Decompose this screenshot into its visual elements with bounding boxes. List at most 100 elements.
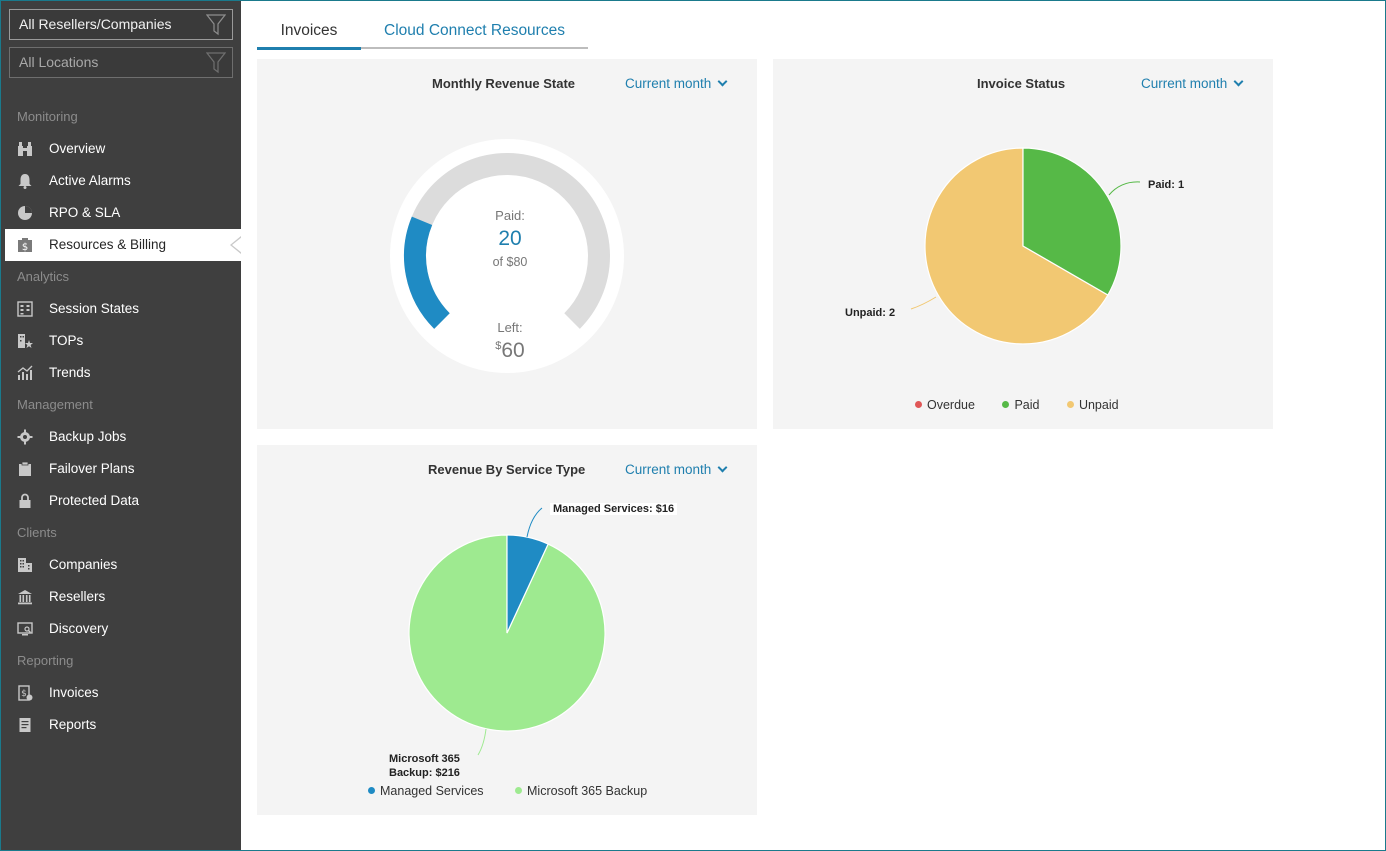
unpaid-leader-line <box>910 296 937 310</box>
sidebar-item-tops[interactable]: TOPs <box>0 325 241 357</box>
section-management: Management <box>17 397 93 412</box>
bell-icon <box>18 174 32 189</box>
legend-dot <box>1066 401 1074 408</box>
reseller-company-filter[interactable]: All Resellers/Companies <box>9 9 233 40</box>
invoice-status-slice-paid[interactable] <box>1022 147 1122 296</box>
left-currency: $ <box>495 340 502 352</box>
legend-label: Unpaid <box>1078 398 1119 412</box>
managed-leader-line <box>526 507 543 538</box>
report-icon <box>19 718 31 732</box>
sidebar-item-label: Failover Plans <box>49 461 135 476</box>
unpaid-slice-label: Unpaid: 2 <box>845 307 896 319</box>
legend-label: Managed Services <box>380 784 484 798</box>
buildings-icon <box>18 558 32 572</box>
monitor-search-icon <box>17 622 33 636</box>
building-star-icon <box>18 334 33 348</box>
binoculars-icon <box>18 142 32 156</box>
period-dropdown[interactable]: Current month <box>625 462 728 477</box>
sidebar-item-reports[interactable]: Reports <box>0 709 241 741</box>
gear-icon <box>17 429 33 445</box>
sidebar-item-protected-data[interactable]: Protected Data <box>0 485 241 517</box>
invoice-status-slice-unpaid[interactable] <box>924 147 1109 345</box>
panel-title: Invoice Status <box>977 76 1066 91</box>
sidebar-item-label: Resources & Billing <box>49 237 167 252</box>
period-dropdown-label: Current month <box>625 462 712 477</box>
sidebar-item-overview[interactable]: Overview <box>0 133 241 165</box>
legend-dot <box>515 787 523 794</box>
grid-icon <box>17 301 33 317</box>
sidebar-item-label: Companies <box>49 557 118 572</box>
m365-label-line1: Microsoft 365 <box>389 753 460 765</box>
section-analytics: Analytics <box>17 269 70 284</box>
sidebar-item-label: Backup Jobs <box>49 429 127 444</box>
tab-invoices[interactable]: Invoices <box>257 22 361 50</box>
revenue-service-slice-managed-services[interactable] <box>506 534 549 634</box>
sidebar-item-failover-plans[interactable]: Failover Plans <box>0 453 241 485</box>
tab-cloud-connect-resources[interactable]: Cloud Connect Resources <box>361 22 588 49</box>
sidebar-item-resellers[interactable]: Resellers <box>0 581 241 613</box>
billing-icon: $ <box>18 238 32 253</box>
revenue-by-service-panel: Revenue By Service Type Current month Ma… <box>257 445 757 815</box>
lock-icon <box>19 493 31 508</box>
monthly-revenue-panel: Monthly Revenue State Current month Paid… <box>257 59 757 429</box>
revenue-service-legend: Managed Services Microsoft 365 Backup <box>368 784 671 798</box>
sidebar-item-trends[interactable]: Trends <box>0 357 241 389</box>
sidebar-item-active-alarms[interactable]: Active Alarms <box>0 165 241 197</box>
section-monitoring: Monitoring <box>17 109 78 124</box>
clipboard-icon <box>19 461 31 476</box>
sidebar: All Resellers/Companies All Locations Mo… <box>0 0 242 851</box>
period-dropdown[interactable]: Current month <box>625 76 728 91</box>
legend-item-managed-services[interactable]: Managed Services <box>368 784 484 798</box>
invoice-status-pie <box>910 147 1141 345</box>
svg-text:$: $ <box>22 242 28 253</box>
period-dropdown-label: Current month <box>625 76 712 91</box>
period-dropdown-label: Current month <box>1141 76 1228 91</box>
legend-item-m365-backup[interactable]: Microsoft 365 Backup <box>515 784 647 798</box>
sidebar-item-resources-billing[interactable]: $ Resources & Billing <box>5 229 242 261</box>
paid-slice-label: Paid: 1 <box>1148 179 1185 191</box>
sidebar-item-label: Resellers <box>49 589 106 604</box>
sidebar-item-discovery[interactable]: Discovery <box>0 613 241 645</box>
sidebar-item-label: Trends <box>49 365 91 380</box>
left-value: 60 <box>501 339 525 362</box>
m365-leader-line <box>477 728 487 756</box>
legend-item-unpaid[interactable]: Unpaid <box>1066 398 1119 412</box>
sidebar-item-backup-jobs[interactable]: Backup Jobs <box>0 421 241 453</box>
legend-dot <box>915 401 922 408</box>
sidebar-item-invoices[interactable]: $ Invoices <box>0 677 241 709</box>
left-label: Left: <box>497 320 523 335</box>
paid-label: Paid: <box>495 208 525 223</box>
panel-title: Revenue By Service Type <box>428 462 586 477</box>
reseller-company-filter-label: All Resellers/Companies <box>19 16 172 32</box>
legend-item-paid[interactable]: Paid <box>1002 398 1039 412</box>
legend-label: Microsoft 365 Backup <box>527 784 648 798</box>
sidebar-item-label: RPO & SLA <box>49 205 121 220</box>
sidebar-item-session-states[interactable]: Session States <box>0 293 241 325</box>
location-filter-label: All Locations <box>19 54 99 70</box>
legend-item-overdue[interactable]: Overdue <box>915 398 975 412</box>
m365-label-line2: Backup: $216 <box>389 767 460 779</box>
legend-label: Paid <box>1014 398 1040 412</box>
period-dropdown[interactable]: Current month <box>1141 76 1244 91</box>
managed-services-label: Managed Services: $16 <box>550 503 678 515</box>
sidebar-item-label: Protected Data <box>49 493 140 508</box>
invoice-status-legend: Overdue Paid Unpaid <box>915 398 1143 412</box>
pie-chart-icon <box>18 206 32 220</box>
sidebar-item-companies[interactable]: Companies <box>0 549 241 581</box>
trend-chart-icon <box>17 365 33 380</box>
bank-icon <box>18 590 32 605</box>
panel-title: Monthly Revenue State <box>432 76 576 91</box>
revenue-service-pie <box>408 507 606 756</box>
funnel-icon[interactable] <box>206 14 226 36</box>
svg-text:$: $ <box>21 689 27 699</box>
invoice-status-panel: Invoice Status Current month Paid: 1 Unp… <box>773 59 1273 429</box>
sidebar-item-rpo-sla[interactable]: RPO & SLA <box>0 197 241 229</box>
location-filter[interactable]: All Locations <box>9 47 233 78</box>
legend-dot <box>1002 401 1010 408</box>
funnel-icon[interactable] <box>206 52 226 74</box>
sidebar-item-label: Invoices <box>49 685 99 700</box>
sidebar-item-label: Active Alarms <box>49 173 131 188</box>
section-clients: Clients <box>17 525 57 540</box>
paid-total: of $80 <box>492 255 528 269</box>
sidebar-item-label: TOPs <box>49 333 84 348</box>
